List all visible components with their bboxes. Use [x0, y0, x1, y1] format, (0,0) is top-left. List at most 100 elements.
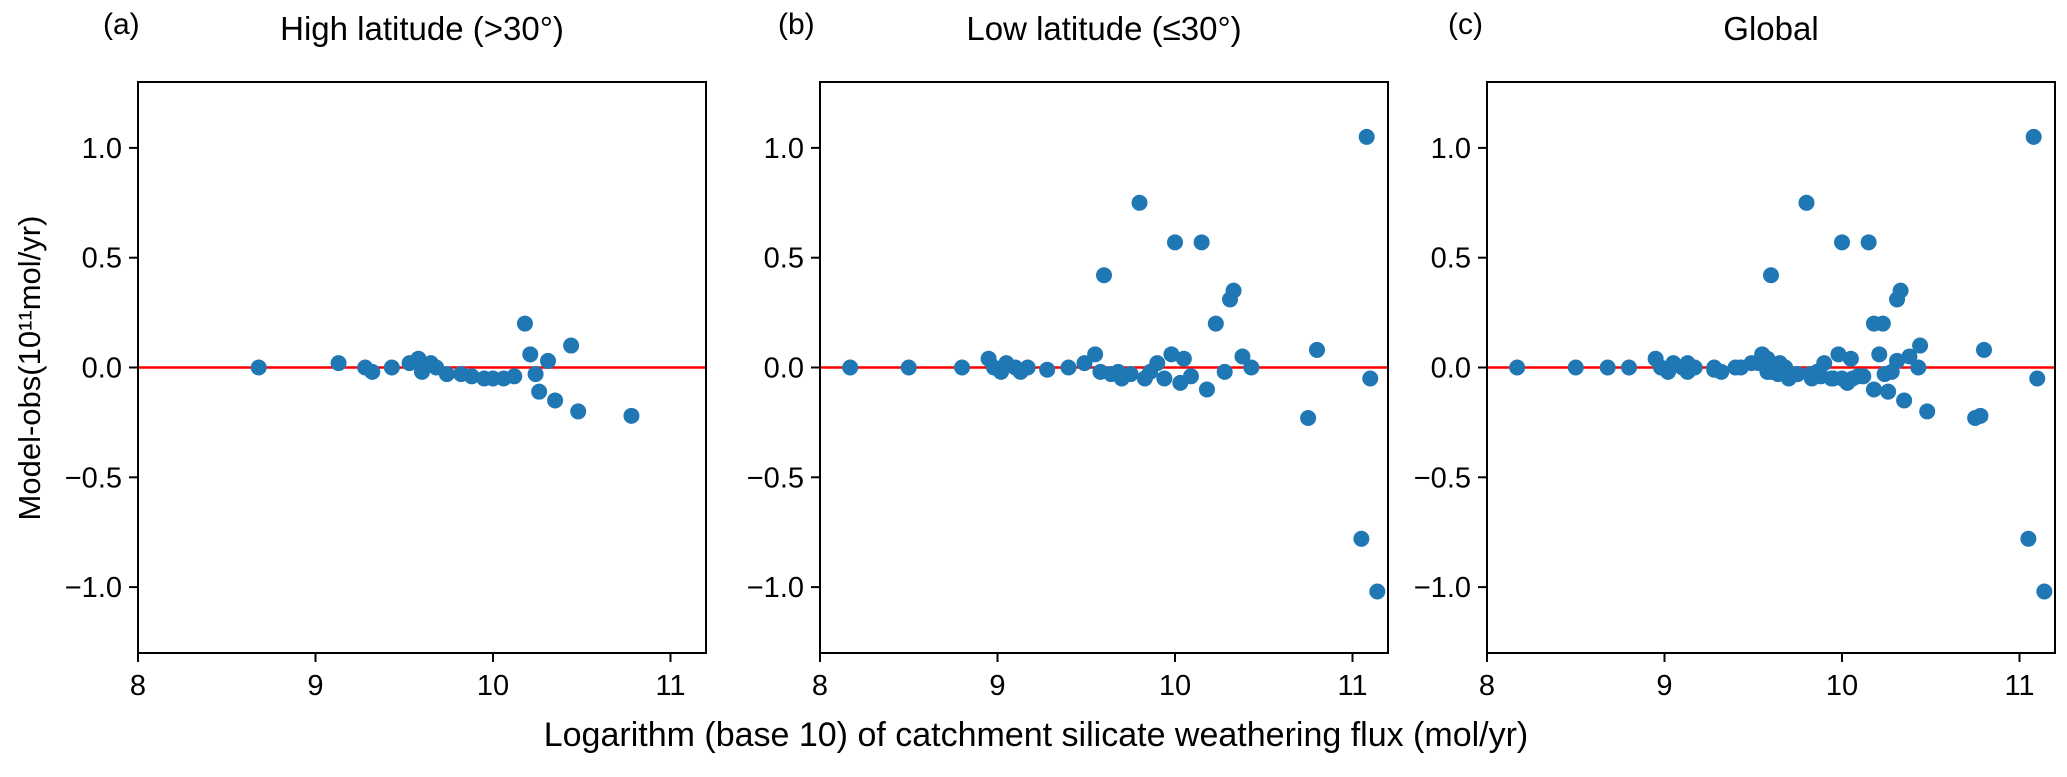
data-point	[1509, 359, 1526, 376]
data-point	[2020, 530, 2037, 547]
x-tick-label: 9	[307, 670, 323, 702]
y-tick-label: 0.0	[82, 353, 122, 385]
data-point	[1880, 383, 1897, 400]
plot-border	[137, 81, 707, 654]
data-point	[1243, 359, 1260, 376]
data-point	[2036, 583, 2053, 600]
data-point	[1621, 359, 1637, 376]
data-point	[1892, 282, 1909, 299]
data-point	[516, 315, 533, 332]
data-point	[1865, 381, 1882, 398]
y-tick-label: 0.0	[764, 353, 804, 385]
data-point	[1353, 530, 1370, 547]
data-point	[1182, 368, 1199, 385]
scatter-points	[1509, 128, 2053, 600]
data-point	[1156, 370, 1173, 387]
y-tick-label: 0.5	[764, 243, 804, 275]
data-point	[842, 359, 859, 376]
data-point	[1122, 366, 1139, 383]
data-point	[1567, 359, 1584, 376]
x-tick-label: 11	[1337, 670, 1367, 702]
x-tick-label: 8	[1479, 670, 1495, 702]
data-point	[1874, 315, 1891, 332]
y-tick-label: 0.5	[82, 243, 122, 275]
data-point	[1871, 346, 1888, 363]
x-tick-label: 8	[130, 670, 146, 702]
panel-title-low-latitude: Low latitude (≤30°)	[966, 10, 1242, 47]
data-point	[463, 368, 480, 385]
data-point	[1039, 361, 1056, 378]
data-point	[540, 352, 557, 369]
data-point	[1830, 346, 1847, 363]
y-tick-label: 1.0	[82, 133, 122, 165]
data-point	[1060, 359, 1077, 376]
data-point	[1362, 370, 1379, 387]
scatter-points	[842, 128, 1386, 600]
x-tick-label: 11	[655, 670, 685, 702]
data-point	[383, 359, 400, 376]
panel-label-a: (a)	[103, 8, 140, 41]
panel-title-high-latitude: High latitude (>30°)	[280, 10, 564, 47]
data-point	[1842, 350, 1859, 367]
y-tick-label: −1.0	[747, 572, 804, 604]
panel-(a): 8 9 10 11 −1.0 −0.5 0.0 0.5 1.0	[65, 81, 707, 702]
y-tick-label: −1.0	[1414, 572, 1471, 604]
y-tick-label: −0.5	[1414, 462, 1471, 494]
data-point	[1207, 315, 1224, 332]
data-point	[1754, 346, 1771, 363]
panel-label-c: (c)	[1448, 8, 1483, 41]
data-point	[1599, 359, 1616, 376]
data-point	[250, 359, 267, 376]
data-point	[1706, 361, 1723, 378]
data-point	[1912, 337, 1929, 354]
data-point	[1131, 194, 1148, 211]
data-point	[1823, 370, 1840, 387]
x-tick-label: 9	[1656, 670, 1672, 702]
plot-border	[819, 81, 1389, 654]
data-point	[1175, 350, 1192, 367]
data-point	[2025, 128, 2042, 145]
data-point	[1019, 359, 1036, 376]
y-tick-label: −1.0	[65, 572, 122, 604]
x-tick-label: 8	[812, 670, 828, 702]
data-point	[1834, 234, 1850, 251]
data-point	[506, 368, 523, 385]
data-point	[1216, 363, 1233, 380]
data-point	[900, 359, 917, 376]
data-point	[1789, 366, 1806, 383]
data-point	[1193, 234, 1210, 251]
x-tick-label: 9	[989, 670, 1005, 702]
data-point	[1225, 282, 1242, 299]
y-tick-label: −0.5	[747, 462, 804, 494]
data-point	[1369, 583, 1386, 600]
data-point	[527, 366, 544, 383]
data-point	[570, 403, 587, 420]
plot-border	[1486, 81, 2056, 654]
data-point	[1300, 410, 1317, 427]
data-point	[1798, 194, 1815, 211]
data-point	[1087, 346, 1104, 363]
data-point	[1910, 359, 1927, 376]
data-point	[623, 407, 640, 424]
data-point	[1149, 355, 1166, 372]
data-point	[2029, 370, 2046, 387]
y-tick-label: −0.5	[65, 462, 122, 494]
data-point	[954, 359, 970, 376]
scatter-points	[250, 315, 640, 424]
data-point	[531, 383, 548, 400]
data-point	[1919, 403, 1936, 420]
data-point	[330, 355, 347, 372]
data-point	[1816, 355, 1833, 372]
y-tick-label: 0.5	[1431, 243, 1471, 275]
panel-(c): 8 9 10 11 −1.0 −0.5 0.0 0.5 1.0	[1414, 81, 2056, 702]
data-point	[1896, 392, 1913, 409]
panel-(b): 8 9 10 11 −1.0 −0.5 0.0 0.5 1.0	[747, 81, 1389, 702]
data-point	[1167, 234, 1183, 251]
x-tick-label: 10	[1826, 670, 1858, 702]
data-point	[1358, 128, 1375, 145]
y-tick-label: 1.0	[764, 133, 804, 165]
data-point	[522, 346, 539, 363]
x-tick-label: 11	[2004, 670, 2034, 702]
data-point	[1727, 359, 1744, 376]
